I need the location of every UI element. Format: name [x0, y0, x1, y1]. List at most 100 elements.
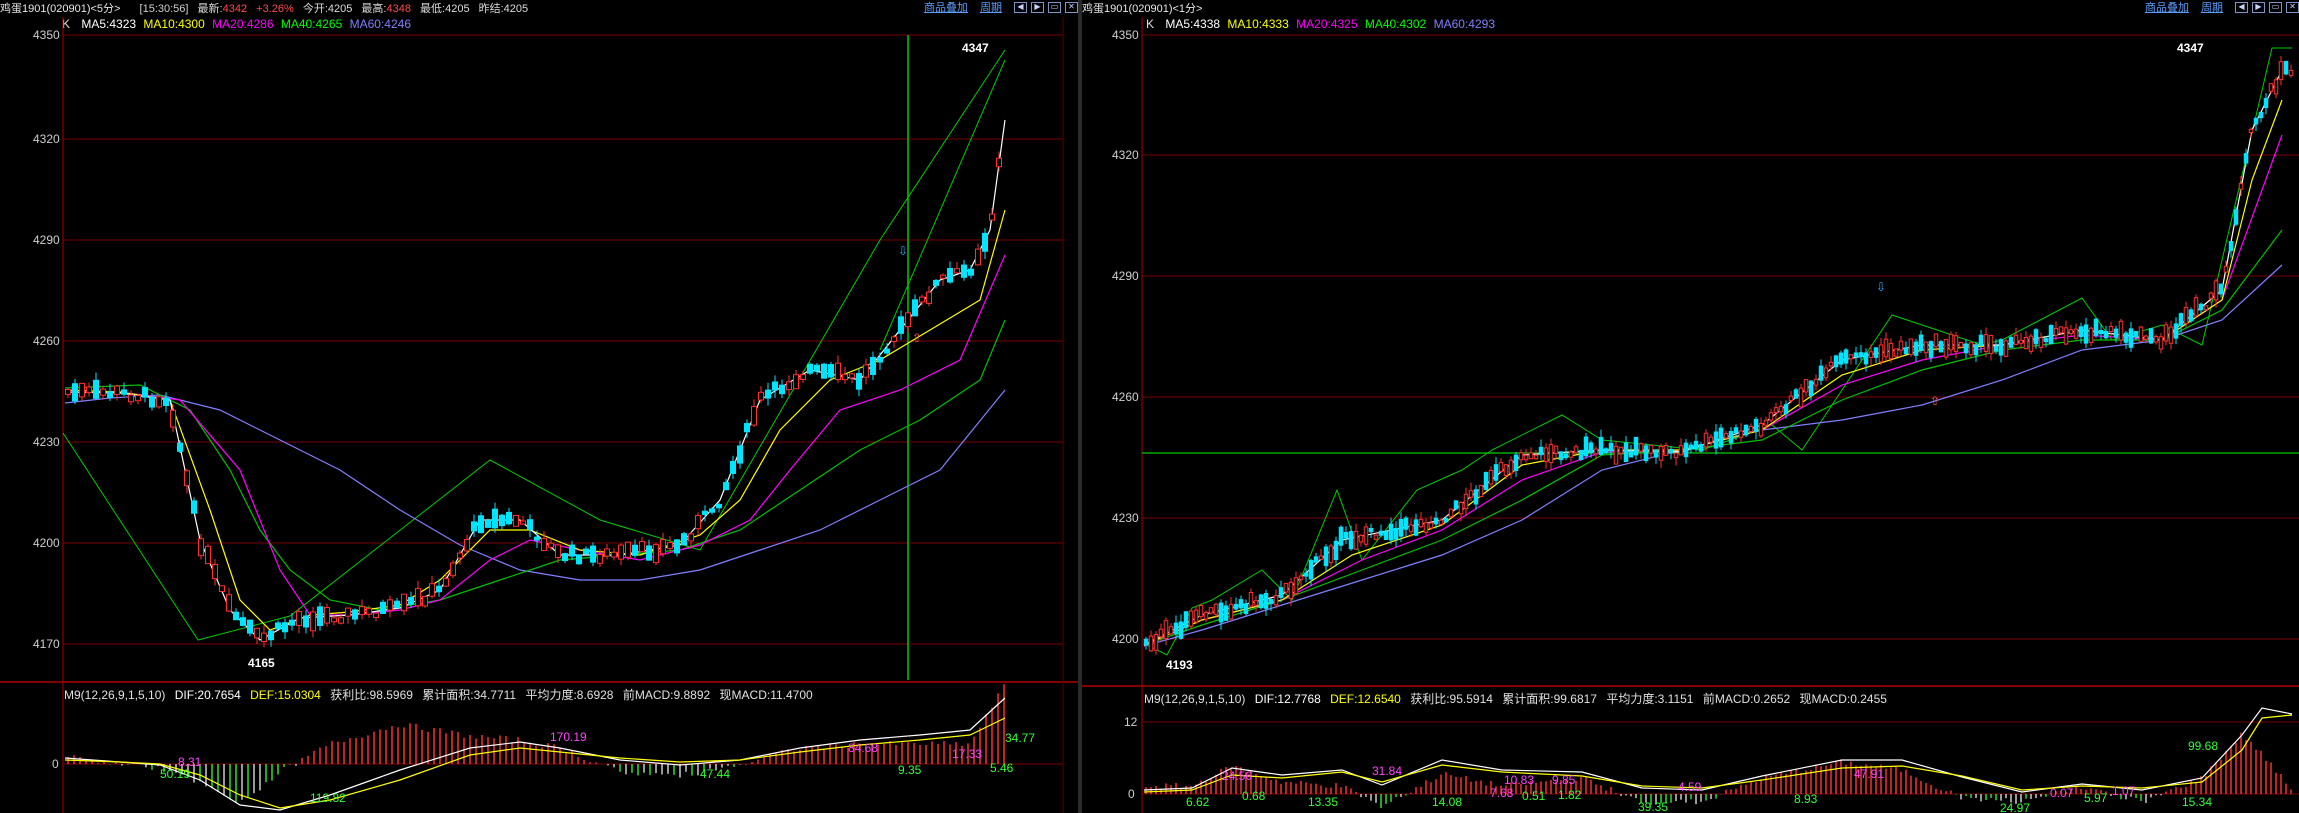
right-candle [1539, 447, 1543, 454]
right-candle [2024, 337, 2028, 348]
right-candle [1944, 339, 1948, 357]
left-candle [934, 280, 939, 285]
right-candle [1449, 509, 1453, 517]
left-candle [878, 358, 883, 363]
right-macd-label-5: 47.91 [1854, 767, 1884, 781]
right-candle [2059, 327, 2063, 333]
left-candle [402, 594, 407, 611]
left-candle [150, 397, 155, 407]
right-ma10-line [1144, 100, 2282, 645]
right-candle [2054, 328, 2058, 335]
right-candle [1189, 611, 1193, 626]
left-candle [801, 375, 806, 380]
right-candle [1889, 343, 1893, 358]
right-candle [1999, 340, 2003, 355]
left-candle [948, 268, 953, 282]
left-candle [633, 545, 638, 555]
right-candle [1979, 335, 1983, 345]
left-candle [731, 461, 736, 473]
right-candle [1159, 629, 1163, 637]
right-candle [1759, 423, 1763, 435]
right-candle [1504, 465, 1508, 476]
right-macd-label-19: 5.97 [2084, 791, 2108, 805]
right-candle [1744, 425, 1748, 435]
right-candle [1574, 447, 1578, 453]
right-candle [2284, 61, 2288, 74]
right-candle [1184, 612, 1188, 628]
right-candle [1579, 450, 1583, 459]
right-candle [1209, 608, 1213, 613]
left-candle [206, 546, 211, 563]
right-candle [1784, 405, 1788, 414]
left-macd-label-7: 9.35 [898, 763, 922, 777]
right-candle [2179, 314, 2183, 326]
left-candles [66, 151, 1002, 647]
left-candle [101, 389, 106, 395]
right-candle [1624, 443, 1628, 462]
right-candle [1304, 573, 1308, 576]
left-candle [129, 395, 134, 402]
right-candle [2079, 327, 2083, 337]
right-candle [1649, 445, 1653, 453]
left-chart-svg[interactable]: 4350 4320 4290 4260 4230 4200 4170 0 434… [0, 0, 1078, 813]
left-candle [843, 374, 848, 379]
left-candle [920, 297, 925, 302]
right-candle [1154, 634, 1158, 650]
left-candle [381, 602, 386, 613]
left-candle [423, 596, 428, 606]
right-candle [1849, 355, 1853, 359]
left-candle [703, 511, 708, 514]
right-candle [1549, 445, 1553, 463]
left-candle [276, 623, 281, 629]
right-candle [1924, 342, 1928, 353]
right-macd-label-18: 0.07 [2050, 786, 2074, 800]
right-tick-4320: 4320 [1112, 148, 1139, 162]
right-candle [1899, 341, 1903, 350]
left-candle [374, 613, 379, 617]
right-candle [1969, 343, 1973, 355]
left-chart-panel[interactable]: 鸡蛋1901(020901)<5分> [15:30:56] 最新:4342 +3… [0, 0, 1078, 813]
right-candle [2124, 333, 2128, 342]
right-candle [1429, 523, 1433, 528]
right-candle [1344, 532, 1348, 538]
left-candle [836, 363, 841, 379]
right-candle [1459, 503, 1463, 514]
right-candle [1679, 446, 1683, 455]
left-candle [66, 390, 71, 395]
right-candle [2249, 129, 2253, 132]
right-candle [1379, 531, 1383, 535]
right-candle [1984, 335, 1988, 352]
left-candle [724, 483, 729, 490]
right-candle [1799, 388, 1803, 407]
left-tick-4290: 4290 [33, 233, 60, 247]
left-candle [367, 608, 372, 614]
left-candle [766, 390, 771, 398]
left-candle [318, 607, 323, 626]
right-candle [2104, 332, 2108, 338]
right-candle [2209, 293, 2213, 298]
right-chart-svg[interactable]: 4350 4320 4290 4260 4230 4200 12 0 4347 … [1082, 0, 2299, 813]
left-candle [990, 214, 995, 220]
right-candle [1629, 451, 1633, 457]
left-candle [927, 292, 932, 303]
right-candle [2239, 184, 2243, 190]
right-candle [1259, 595, 1263, 608]
left-candle [437, 586, 442, 592]
left-candle [451, 563, 456, 576]
left-candle [465, 539, 470, 550]
left-candle [556, 545, 561, 558]
left-candle [80, 383, 85, 397]
left-tick-4320: 4320 [33, 132, 60, 146]
right-candle [1389, 524, 1393, 540]
right-candle [1709, 437, 1713, 442]
left-candle [395, 601, 400, 608]
left-candle [493, 509, 498, 528]
right-candle [1149, 636, 1153, 651]
right-chart-panel[interactable]: 鸡蛋1901(020901)<1分> 商品叠加 周期 ◀ ▶ ▭ ✕ K MA5… [1082, 0, 2299, 813]
right-candle [1169, 627, 1173, 634]
left-macd-label-10: 34.77 [1005, 731, 1035, 745]
right-candle [2014, 335, 2018, 344]
right-candle [2174, 324, 2178, 338]
right-candle [1249, 592, 1253, 605]
left-candle [472, 522, 477, 531]
